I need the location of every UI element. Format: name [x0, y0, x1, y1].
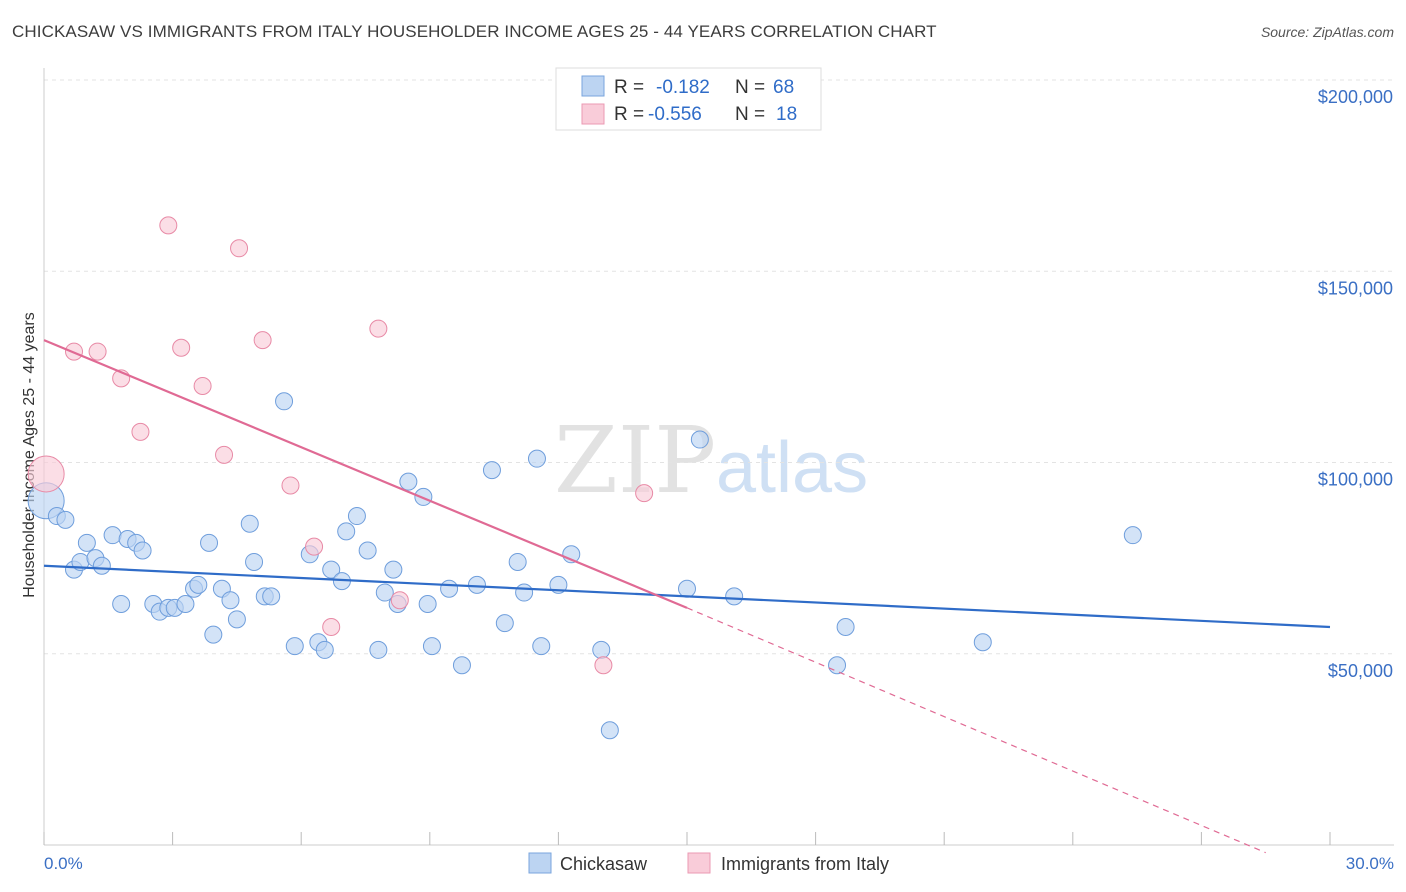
series-chickasaw-points: [27, 392, 1142, 740]
y-axis-label: Householder Income Ages 25 - 44 years: [21, 312, 38, 598]
italy-point: [172, 338, 191, 357]
chickasaw-point: [347, 507, 366, 526]
chickasaw-point: [399, 472, 418, 491]
gridlines: [44, 79, 1394, 655]
chickasaw-point: [221, 591, 240, 610]
legend-bottom-swatch-blue: [528, 852, 552, 874]
chickasaw-point: [358, 541, 377, 560]
italy-point: [88, 342, 107, 361]
italy-point: [369, 319, 388, 338]
y-tick-label: $50,000: [1328, 661, 1393, 681]
chickasaw-point: [495, 614, 514, 633]
chickasaw-point: [440, 579, 459, 598]
legend-top: R = -0.182 N = 68 R = -0.556 N = 18: [555, 67, 822, 131]
italy-point: [305, 537, 324, 556]
italy-point: [390, 591, 409, 610]
italy-point: [193, 377, 212, 395]
chickasaw-point: [384, 560, 403, 579]
chickasaw-point: [452, 656, 471, 675]
legend-bottom: Chickasaw Immigrants from Italy: [528, 852, 889, 874]
legend-bottom-italy: Immigrants from Italy: [721, 854, 889, 874]
chickasaw-point: [973, 633, 992, 652]
chickasaw-point: [322, 560, 341, 579]
chickasaw-point: [77, 533, 96, 552]
x-axis-ticks: [43, 832, 1331, 845]
chickasaw-point: [227, 610, 246, 629]
legend-n-label-1: N =: [735, 77, 765, 98]
legend-r-label-2: R =: [614, 104, 644, 125]
chickasaw-point: [1123, 526, 1142, 545]
legend-r-value-2: -0.556: [648, 104, 702, 125]
legend-swatch-blue: [581, 75, 605, 97]
watermark-atlas: atlas: [716, 428, 868, 508]
chickasaw-point: [275, 392, 294, 411]
chickasaw-point: [828, 656, 847, 675]
chickasaw-point: [690, 430, 709, 449]
chickasaw-point: [204, 625, 223, 644]
chickasaw-point: [725, 587, 744, 606]
chickasaw-point: [56, 510, 75, 529]
chickasaw-point: [245, 552, 264, 571]
italy-point: [230, 239, 249, 258]
chickasaw-point: [515, 583, 534, 602]
source-credit: Source: ZipAtlas.com: [1260, 24, 1394, 40]
x-tick-label-max: 30.0%: [1346, 854, 1394, 873]
italy-point: [253, 331, 272, 350]
y-axis-tick-labels: $50,000 $100,000 $150,000 $200,000: [1318, 87, 1393, 681]
trend-line-italy: [43, 339, 688, 609]
legend-n-value-2: 18: [776, 104, 797, 125]
legend-n-value-1: 68: [773, 77, 794, 98]
chart-title: CHICKASAW VS IMMIGRANTS FROM ITALY HOUSE…: [12, 22, 937, 41]
chickasaw-point: [600, 721, 619, 740]
legend-swatch-pink: [581, 103, 605, 125]
italy-point: [594, 656, 613, 675]
chickasaw-point: [467, 575, 486, 594]
chickasaw-point: [262, 587, 281, 606]
chickasaw-point: [112, 595, 131, 614]
chickasaw-point: [240, 514, 259, 533]
chickasaw-point: [189, 575, 208, 594]
trend-line-italy-extension: [686, 607, 1266, 854]
chickasaw-point: [527, 449, 546, 468]
chickasaw-point: [836, 617, 855, 636]
chickasaw-point: [375, 583, 394, 602]
legend-n-label-2: N =: [735, 104, 765, 125]
italy-point: [159, 216, 178, 235]
trend-line-chickasaw: [43, 564, 1331, 629]
chickasaw-point: [176, 595, 195, 614]
chickasaw-point: [103, 526, 122, 545]
chickasaw-point: [92, 556, 111, 575]
series-italy-points: [27, 216, 654, 675]
y-tick-label: $150,000: [1318, 278, 1393, 298]
chickasaw-point: [315, 640, 334, 659]
chickasaw-point: [532, 637, 551, 656]
x-tick-label-min: 0.0%: [44, 854, 83, 873]
chickasaw-point: [678, 579, 696, 598]
chickasaw-point: [418, 595, 437, 614]
italy-point: [27, 455, 65, 493]
legend-bottom-swatch-pink: [687, 852, 711, 874]
watermark-zip: ZIP: [554, 407, 716, 514]
y-tick-label: $200,000: [1318, 87, 1393, 107]
y-tick-label: $100,000: [1318, 470, 1393, 490]
italy-point: [131, 422, 150, 441]
chickasaw-point: [422, 637, 441, 656]
italy-point: [322, 617, 341, 636]
trend-lines: [43, 339, 1331, 854]
chickasaw-point: [482, 461, 501, 480]
chickasaw-point: [133, 541, 152, 560]
italy-point: [281, 476, 300, 495]
italy-point: [215, 445, 234, 464]
chickasaw-point: [285, 637, 304, 656]
legend-r-value-1: -0.182: [656, 77, 710, 98]
chickasaw-point: [200, 533, 219, 552]
chickasaw-point: [508, 552, 527, 571]
chickasaw-point: [592, 640, 611, 659]
chickasaw-point: [369, 640, 388, 659]
italy-point: [635, 484, 654, 503]
legend-bottom-chickasaw: Chickasaw: [560, 854, 648, 874]
chickasaw-point: [337, 522, 356, 541]
legend-r-label-1: R =: [614, 77, 644, 98]
